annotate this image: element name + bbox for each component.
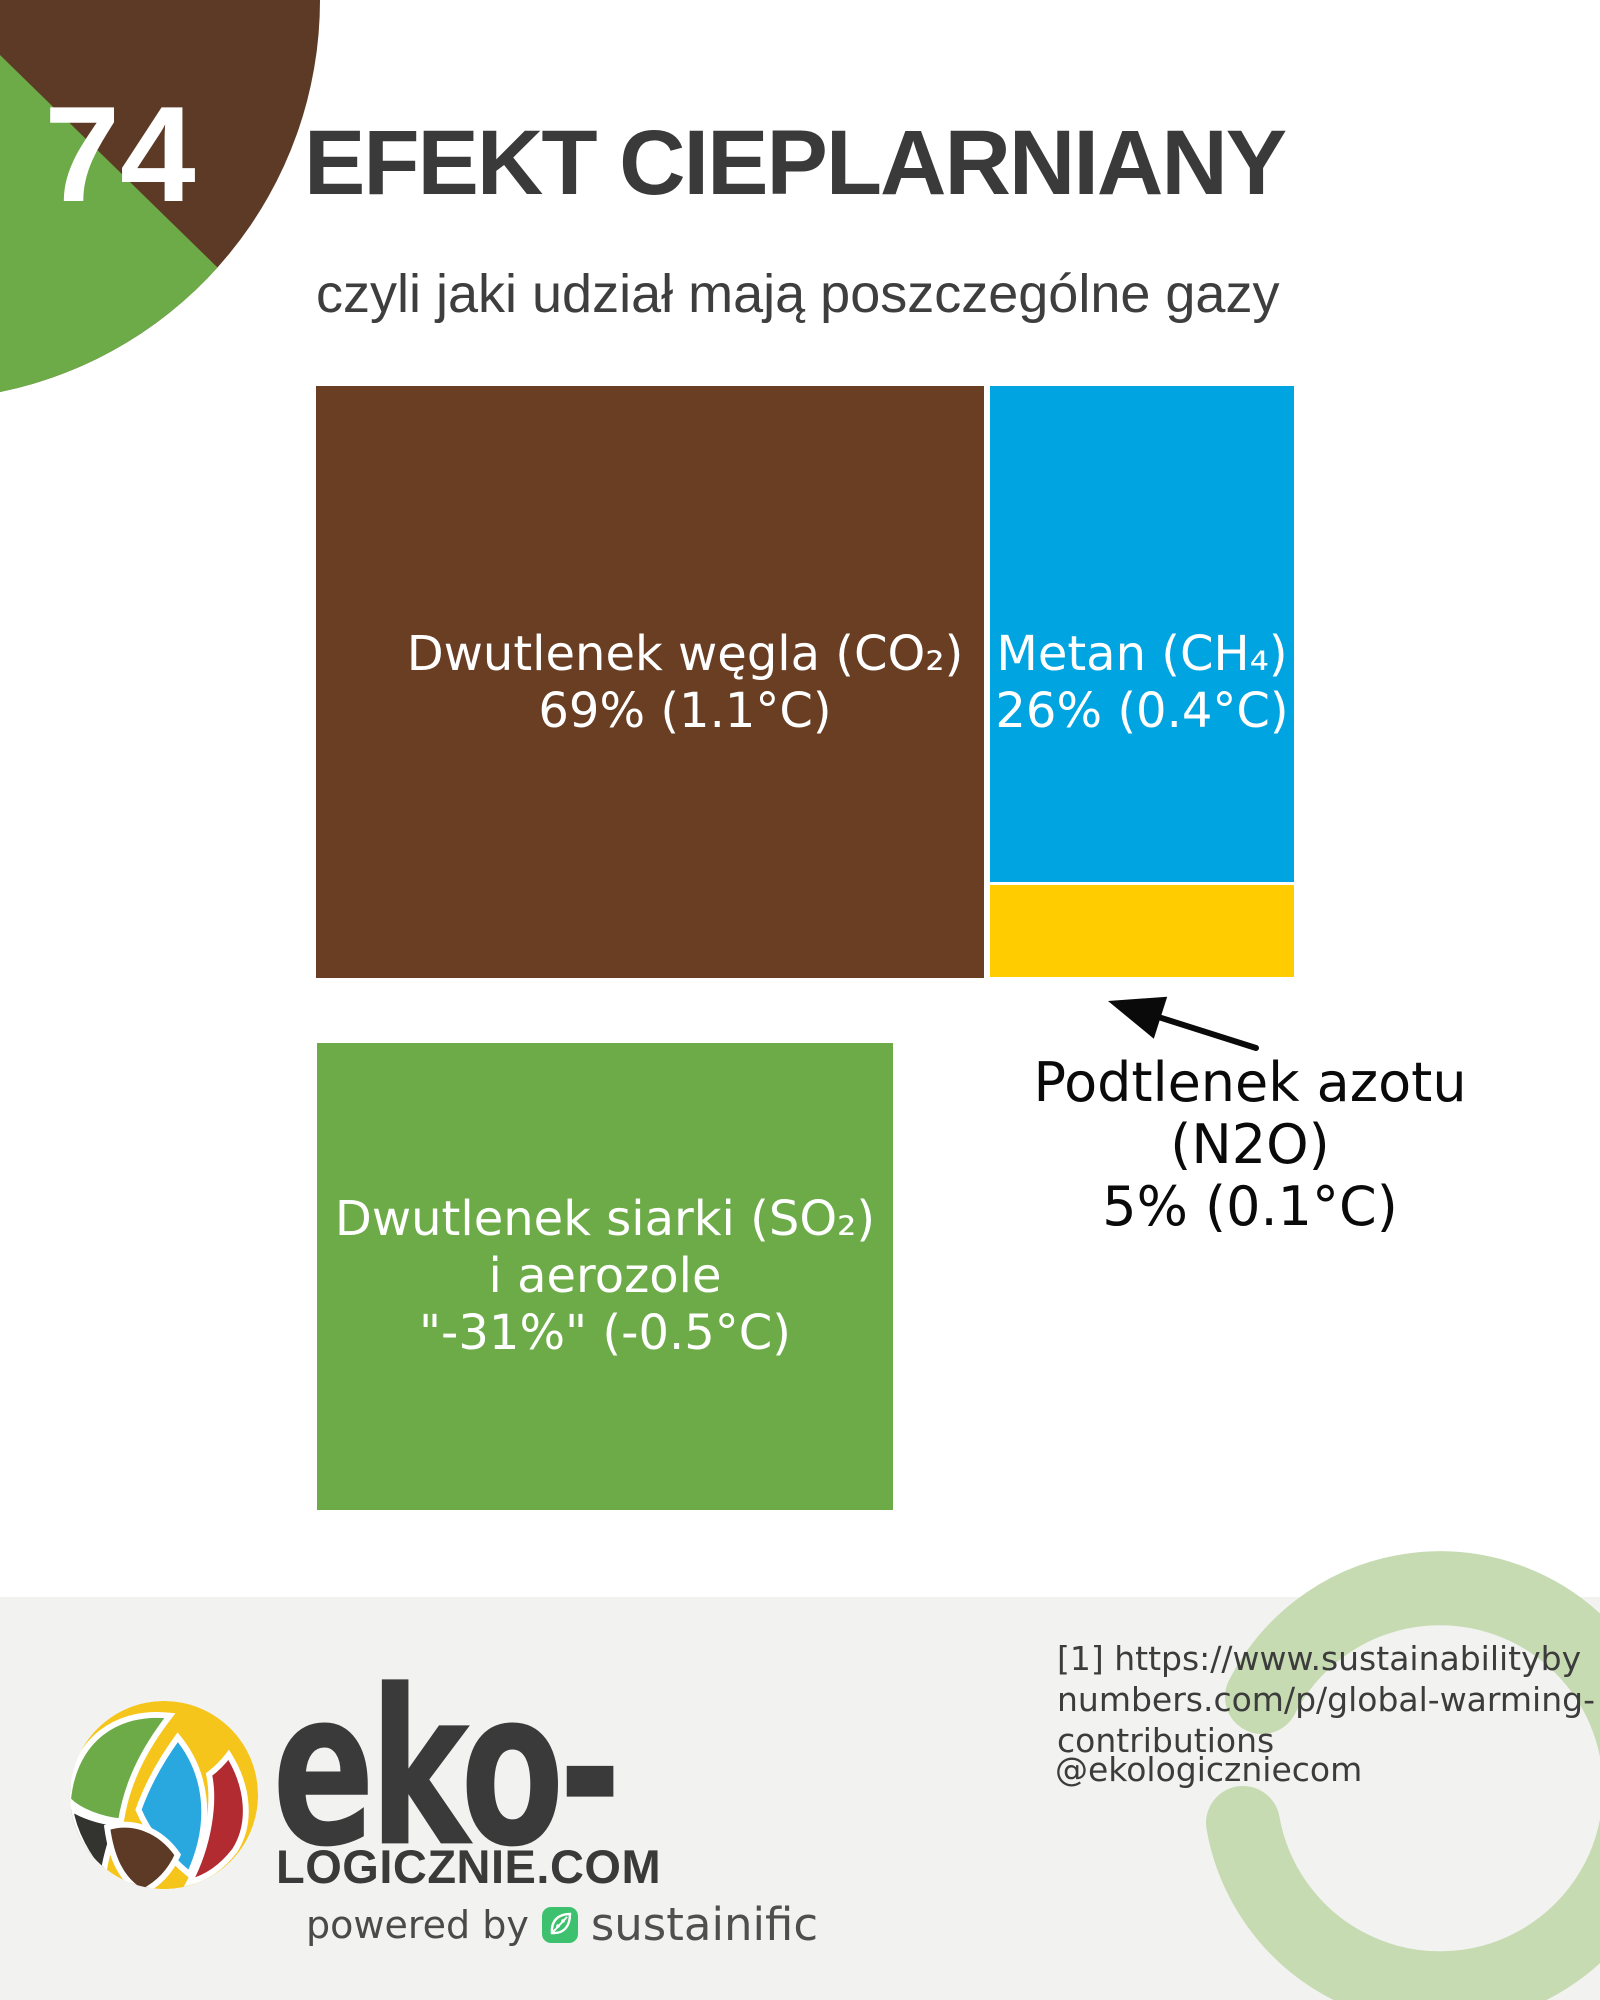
co2-label: Dwutlenek węgla (CO₂) 69% (1.1°C) (386, 626, 984, 740)
n2o-callout-label: Podtlenek azotu (N2O) 5% (0.1°C) (960, 1052, 1540, 1238)
powered-by-row: powered by sustainific (306, 1898, 818, 1951)
logo-brown-segment (103, 1821, 182, 1890)
treemap-co2-box: Dwutlenek węgla (CO₂) 69% (1.1°C) (316, 386, 984, 978)
treemap-ch4-box: Metan (CH₄) 26% (0.4°C) (990, 386, 1294, 882)
ch4-label-value: 26% (0.4°C) (995, 683, 1289, 739)
so2-label: Dwutlenek siarki (SO₂) i aerozole "-31%"… (335, 1191, 875, 1362)
reference-line-2: numbers.com/p/global-warming- (1057, 1680, 1595, 1719)
ekologicznie-logo-icon (69, 1700, 259, 1890)
ch4-label: Metan (CH₄) 26% (0.4°C) (990, 626, 1294, 740)
co2-label-value: 69% (1.1°C) (538, 683, 832, 739)
n2o-label-name: Podtlenek azotu (N2O) (1033, 1051, 1467, 1176)
logo-red-segment (183, 1749, 249, 1887)
treemap-so2-box: Dwutlenek siarki (SO₂) i aerozole "-31%"… (317, 1043, 893, 1510)
brand-wordmark-top: eko- (272, 1643, 622, 1895)
so2-label-name2: i aerozole (488, 1248, 722, 1304)
reference-text: [1] https://www.sustainabilityby numbers… (1057, 1638, 1595, 1761)
page-title: EFEKT CIEPLARNIANY (304, 112, 1287, 214)
arrow-head (1108, 996, 1168, 1039)
page-subtitle: czyli jaki udział mają poszczególne gazy (316, 264, 1280, 324)
ring-decoration (1206, 1551, 1600, 2000)
ch4-label-name: Metan (CH₄) (996, 626, 1288, 682)
reference-line-3: contributions (1057, 1721, 1275, 1760)
ring-arc (1206, 1551, 1600, 2000)
reference-line-1: [1] https://www.sustainabilityby (1057, 1639, 1582, 1678)
brand-wordmark-bottom: LOGICZNIE.COM (276, 1840, 662, 1893)
n2o-label-value: 5% (0.1°C) (1102, 1175, 1398, 1238)
social-handle: @ekologiczniecom (1055, 1750, 1363, 1789)
arrow-shaft (1157, 1014, 1259, 1051)
badge-green-wedge (0, 55, 218, 392)
sustainific-leaf-icon (541, 1906, 578, 1943)
issue-number: 74 (44, 78, 196, 230)
treemap-n2o-box (990, 885, 1294, 977)
arrow-icon (1108, 996, 1259, 1051)
powered-by-label: powered by (306, 1902, 529, 1947)
partner-name: sustainific (590, 1898, 819, 1951)
corner-badge-shape (0, 0, 321, 392)
so2-label-name: Dwutlenek siarki (SO₂) (334, 1191, 876, 1247)
so2-label-value: "-31%" (-0.5°C) (418, 1305, 792, 1361)
co2-label-name: Dwutlenek węgla (CO₂) (406, 626, 964, 682)
